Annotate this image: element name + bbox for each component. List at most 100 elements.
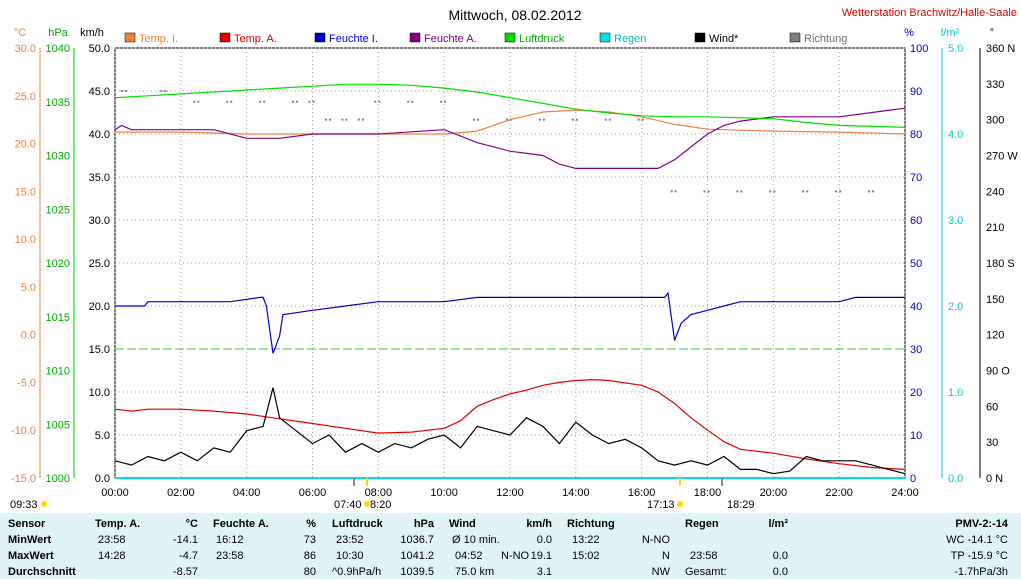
sun-time-label: 8:20 bbox=[370, 499, 391, 511]
stats-humidity-value: 86 bbox=[303, 550, 316, 562]
direction-tick-label: 120 bbox=[986, 330, 1004, 342]
humidity-tick-label: 0 bbox=[910, 473, 916, 485]
pressure-tick-label: 1025 bbox=[46, 204, 70, 216]
direction-tick-label: 150 bbox=[986, 294, 1004, 306]
series-line-feuchte_a bbox=[114, 107, 906, 169]
stats-header-temp: Temp. A. bbox=[95, 518, 141, 530]
rain-axis-unit: l/m² bbox=[941, 27, 960, 39]
humidity-tick-label: 100 bbox=[910, 43, 928, 55]
rain-tick-label: 0.0 bbox=[948, 473, 963, 485]
temp-tick-label: -10.0 bbox=[11, 425, 36, 437]
direction-tick-label: 90 O bbox=[986, 366, 1010, 378]
pressure-tick-label: 1010 bbox=[46, 366, 70, 378]
humidity-axis-unit: % bbox=[904, 27, 914, 39]
chart-title: Mittwoch, 08.02.2012 bbox=[448, 7, 581, 23]
stats-pressure-value: 1036.7 bbox=[400, 534, 434, 546]
legend-swatch bbox=[219, 32, 231, 43]
stats-header-sensor: Sensor bbox=[8, 518, 46, 530]
sun-time-label: 18:29 bbox=[727, 499, 755, 511]
pressure-tick-label: 1030 bbox=[46, 151, 70, 163]
stats-header-humidity-unit: % bbox=[306, 518, 316, 530]
chart-grid bbox=[114, 47, 906, 479]
wind-tick-label: 15.0 bbox=[89, 344, 110, 356]
temp-tick-label: 10.0 bbox=[15, 234, 36, 246]
stats-pmv-value: TP -15.9 °C bbox=[950, 550, 1008, 562]
wind-tick-label: 45.0 bbox=[89, 86, 110, 98]
x-tick-label: 10:00 bbox=[430, 487, 458, 499]
legend-label: Regen bbox=[614, 33, 646, 45]
stats-humidity-value: 73 bbox=[303, 534, 316, 546]
stats-pmv-value: WC -14.1 °C bbox=[946, 534, 1008, 546]
stats-table: Sensor Temp. A. °C Feuchte A. % Luftdruc… bbox=[0, 513, 1021, 579]
stats-direction-value: N-NO bbox=[641, 534, 670, 546]
stats-row-label: MaxWert bbox=[8, 550, 54, 562]
stats-header-rain-unit: l/m² bbox=[768, 518, 788, 530]
temp-tick-label: 30.0 bbox=[15, 43, 36, 55]
legend-label: Feuchte I. bbox=[329, 33, 378, 45]
humidity-tick-label: 60 bbox=[910, 215, 922, 227]
legend-label: Richtung bbox=[804, 33, 847, 45]
humidity-tick-label: 30 bbox=[910, 344, 922, 356]
legend-swatch bbox=[314, 32, 326, 43]
humidity-tick-label: 80 bbox=[910, 129, 922, 141]
series-line-temp_i bbox=[115, 109, 906, 135]
stats-header-row: Sensor Temp. A. °C Feuchte A. % Luftdruc… bbox=[0, 517, 1021, 532]
legend-label: Feuchte A. bbox=[424, 33, 477, 45]
legend-swatch bbox=[599, 32, 611, 43]
stats-pressure-value: 1041.2 bbox=[400, 550, 434, 562]
stats-row-label: MinWert bbox=[8, 534, 52, 546]
humidity-tick-label: 20 bbox=[910, 387, 922, 399]
chart-axes: 30.0 25.0 20.0 15.0 10.0 5.0 0.0 -5.0 -10.0 -15.0… bbox=[11, 43, 1018, 499]
rain-tick-label: 4.0 bbox=[948, 129, 963, 141]
stats-pressure-trend: ^0.9hPa/h bbox=[332, 566, 382, 578]
direction-tick-label: 210 bbox=[986, 222, 1004, 234]
x-tick-label: 06:00 bbox=[299, 487, 327, 499]
x-tick-label: 24:00 bbox=[891, 487, 919, 499]
temp-tick-label: -5.0 bbox=[17, 377, 36, 389]
pressure-tick-label: 1020 bbox=[46, 258, 70, 270]
temp-axis-unit: °C bbox=[14, 27, 26, 39]
wind-tick-label: 40.0 bbox=[89, 129, 110, 141]
stats-header-pressure-unit: hPa bbox=[413, 518, 434, 530]
humidity-tick-label: 40 bbox=[910, 301, 922, 313]
direction-axis-unit: ° bbox=[990, 27, 994, 39]
stats-row-label: Durchschnitt bbox=[8, 566, 76, 578]
wind-tick-label: 35.0 bbox=[89, 172, 110, 184]
stats-header-pmv: PMV-2:-14 bbox=[955, 518, 1008, 530]
stats-wind-value: 19.1 bbox=[530, 550, 552, 562]
stats-header-humidity: Feuchte A. bbox=[213, 518, 269, 530]
stats-wind-value: 3.1 bbox=[536, 566, 552, 578]
stats-wind-time: Ø 10 min. bbox=[452, 534, 500, 546]
stats-rain-value: 0.0 bbox=[772, 550, 788, 562]
series-line-temp_a bbox=[114, 378, 906, 470]
weather-chart: Mittwoch, 08.02.2012 Wetterstation Brach… bbox=[10, 7, 1019, 511]
stats-rain-time: 23:58 bbox=[690, 550, 718, 562]
pressure-axis-unit: hPa bbox=[48, 27, 68, 39]
sun-dot bbox=[364, 501, 370, 507]
stats-temp-time: 14:28 bbox=[98, 550, 126, 562]
legend-swatch bbox=[124, 32, 136, 43]
x-tick-label: 08:00 bbox=[365, 487, 393, 499]
stats-rain-total-label: Gesamt: bbox=[685, 566, 727, 578]
stats-rain-value: 0.0 bbox=[772, 566, 788, 578]
stats-row-max: MaxWert 14:28 -4.7 23:58 86 10:30 1041.2… bbox=[0, 549, 1021, 564]
direction-tick-label: 0 N bbox=[986, 473, 1003, 485]
stats-humidity-value: 80 bbox=[303, 566, 316, 578]
stats-header-wind-unit: km/h bbox=[526, 518, 552, 530]
stats-header-pressure: Luftdruck bbox=[332, 518, 383, 530]
legend-swatch bbox=[694, 32, 706, 43]
stats-wind-time: 04:52 bbox=[455, 550, 483, 562]
sun-marks: 09:33 07:40 8:20 17:13 18:29 bbox=[10, 478, 755, 511]
stats-header-temp-unit: °C bbox=[185, 518, 198, 530]
temp-tick-label: 0.0 bbox=[21, 330, 36, 342]
sun-time-label: 09:33 bbox=[10, 499, 38, 511]
legend-swatch bbox=[409, 32, 421, 43]
direction-tick-label: 30 bbox=[986, 437, 998, 449]
stats-wind-distance: 75.0 km bbox=[455, 566, 495, 578]
stats-direction-value: NW bbox=[651, 566, 670, 578]
pressure-tick-label: 1005 bbox=[46, 419, 70, 431]
stats-temp-value: -4.7 bbox=[179, 550, 198, 562]
wind-tick-label: 0.0 bbox=[95, 473, 110, 485]
stats-pressure-time: 10:30 bbox=[336, 550, 364, 562]
